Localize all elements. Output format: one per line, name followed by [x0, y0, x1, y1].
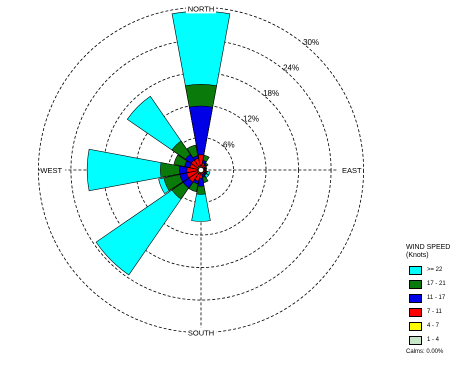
sector-nnw [186, 144, 202, 171]
legend-swatch [409, 279, 422, 289]
petal-s-band-6 [191, 169, 211, 222]
legend-entries: >= 22 17 - 21 11 - 17 7 - 11 4 - 7 1 - 4 [406, 263, 472, 347]
petal-wsw-band-3 [186, 169, 202, 179]
legend-subtitle: (Knots) [406, 252, 429, 259]
sector-ssw [188, 169, 202, 193]
legend-label: 4 - 7 [427, 323, 440, 329]
sector-n [171, 10, 231, 171]
wind-rose-chart: 6% 12% 18% 24% 30% NORTH SOUTH WEST EAST [37, 3, 365, 338]
legend-title: WIND SPEED [406, 244, 451, 251]
compass-east: EAST [342, 166, 362, 175]
ring-label-18: 18% [263, 89, 279, 98]
compass-west-bg [40, 165, 66, 175]
ring-label-30: 30% [303, 38, 319, 47]
petal-n-band-3 [197, 154, 205, 171]
legend-label: 17 - 21 [427, 281, 446, 287]
center-dot [198, 167, 204, 173]
compass-west: WEST [40, 166, 62, 175]
sector-s [191, 169, 211, 222]
calms-label: Calms: 0.00% [406, 349, 444, 355]
compass-south: SOUTH [188, 329, 214, 338]
petal-w-band-3 [186, 167, 202, 173]
legend-entry: 11 - 17 [406, 291, 472, 305]
legend-label: 11 - 17 [427, 295, 446, 301]
compass-north: NORTH [188, 4, 215, 13]
compass-east-bg [336, 165, 362, 175]
compass-north-bg [186, 3, 216, 14]
ring-label-24: 24% [283, 64, 299, 73]
petal-n-band-4 [188, 105, 214, 171]
sector-nw [126, 95, 202, 171]
petal-w-band-6 [86, 148, 202, 192]
legend-swatch [409, 321, 422, 331]
legend-label: 7 - 11 [427, 309, 442, 315]
legend-swatch [409, 265, 422, 275]
petal-sw-band-3 [188, 169, 202, 183]
compass-south-bg [186, 327, 216, 338]
legend-label: >= 22 [427, 267, 443, 273]
ring-label-6: 6% [223, 140, 235, 149]
legend-swatch [409, 307, 422, 317]
ring-label-12: 12% [243, 115, 259, 124]
petal-sw-band-6 [95, 169, 202, 276]
legend-entry: 17 - 21 [406, 277, 472, 291]
legend-entry: 7 - 11 [406, 305, 472, 319]
legend-swatch [409, 335, 422, 345]
legend-entry: 4 - 7 [406, 319, 472, 333]
legend-swatch [409, 293, 422, 303]
legend-entry: 1 - 4 [406, 333, 472, 347]
sector-wnw [173, 154, 202, 171]
legend-label: 1 - 4 [427, 337, 440, 343]
legend: WIND SPEED (Knots) >= 22 17 - 21 11 - 17 7 … [406, 244, 472, 355]
legend-entry: >= 22 [406, 263, 472, 277]
